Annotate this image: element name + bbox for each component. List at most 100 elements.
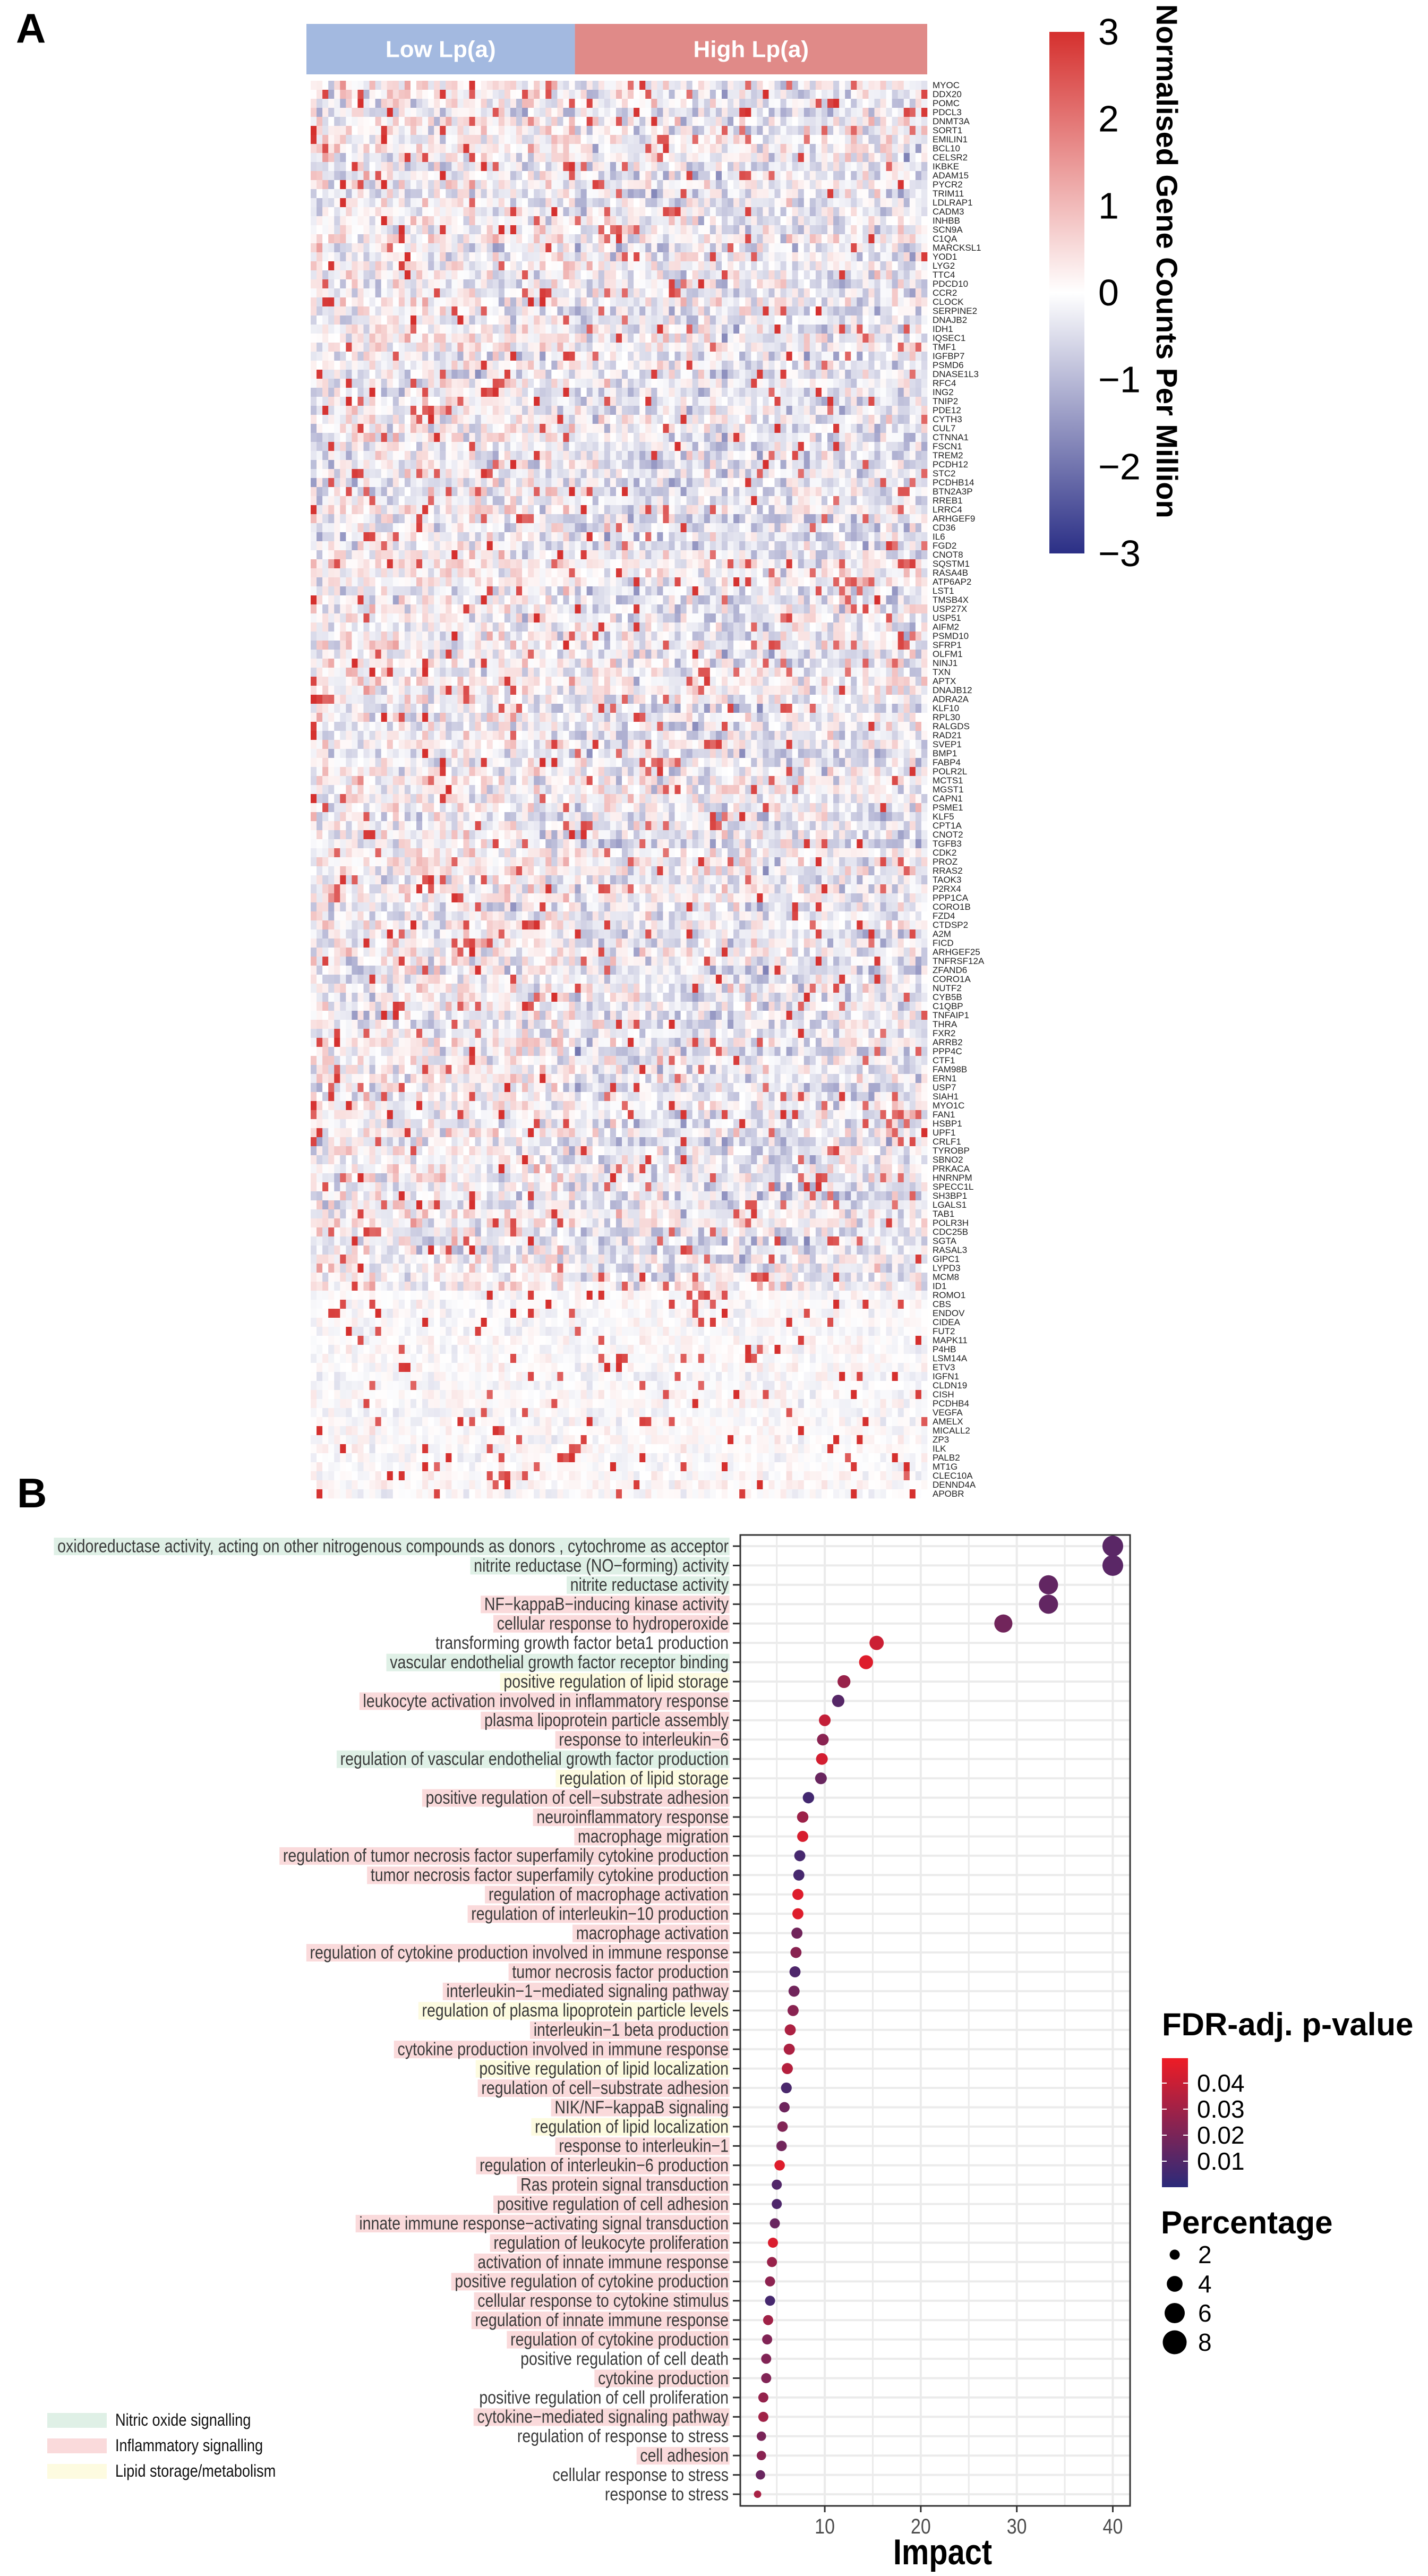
heatmap-cell [498,343,505,352]
heatmap-cell [845,424,851,433]
heatmap-cell [381,334,388,343]
heatmap-cell [534,234,540,244]
heatmap-cell [440,297,446,307]
heatmap-cell [434,297,440,307]
heatmap-cell [651,343,657,352]
heatmap-cell [534,478,540,488]
heatmap-cell [598,153,605,163]
heatmap-cell [839,162,845,172]
heatmap-cell [639,315,646,325]
heatmap-cell [422,99,429,108]
heatmap-cell [851,99,857,108]
heatmap-cell [903,288,910,298]
heatmap-cell [451,343,458,352]
heatmap-cell [833,451,840,460]
heatmap-cell [540,288,546,298]
heatmap-cell [363,315,370,325]
heatmap-cell [446,90,452,99]
heatmap-cell [851,451,857,460]
heatmap-cell [475,198,481,208]
heatmap-cell [915,207,922,217]
heatmap-cell [628,496,634,506]
heatmap-cell [815,81,822,90]
heatmap-cell [768,469,775,479]
heatmap-cell [739,406,746,415]
heatmap-cell [733,180,740,190]
heatmap-cell [446,135,452,144]
heatmap-cell [463,81,469,90]
heatmap-cell [821,216,828,226]
heatmap-cell [851,343,857,352]
heatmap-cell [434,189,440,199]
heatmap-cell [381,406,388,415]
heatmap-cell [434,279,440,289]
heatmap-cell [628,334,634,343]
heatmap-cell [492,243,499,253]
heatmap-cell [598,270,605,280]
heatmap-cell [522,496,528,506]
heatmap-cell [628,451,634,460]
heatmap-cell [751,144,757,153]
heatmap-cell [357,153,364,163]
heatmap-cell [557,424,563,433]
heatmap-cell [833,117,840,126]
heatmap-cell [892,198,899,208]
heatmap-cell [921,126,928,135]
heatmap-cell [704,388,711,397]
heatmap-cell [416,270,423,280]
heatmap-cell [780,424,786,433]
heatmap-cell [545,180,552,190]
heatmap-cell [322,325,329,334]
heatmap-cell [311,279,317,289]
heatmap-cell [440,361,446,370]
heatmap-cell [751,406,757,415]
heatmap-cell [686,361,693,370]
heatmap-cell [674,361,681,370]
heatmap-cell [434,478,440,488]
heatmap-cell [422,315,429,325]
heatmap-cell [375,126,381,135]
heatmap-cell [357,90,364,99]
heatmap-cell [428,81,434,90]
heatmap-cell [522,207,528,217]
heatmap-cell [874,189,880,199]
heatmap-cell [422,252,429,262]
heatmap-cell [651,189,657,199]
heatmap-cell [639,397,646,406]
heatmap-cell [768,352,775,361]
heatmap-cell [322,252,329,262]
heatmap-cell [651,361,657,370]
heatmap-cell [868,108,875,117]
heatmap-cell [722,325,728,334]
heatmap-cell [551,198,558,208]
heatmap-cell [728,370,734,379]
heatmap-cell [363,460,370,470]
heatmap-cell [569,252,575,262]
heatmap-cell [827,352,834,361]
heatmap-cell [803,207,810,217]
heatmap-cell [709,144,716,153]
heatmap-cell [486,180,493,190]
heatmap-cell [903,126,910,135]
heatmap-cell [375,315,381,325]
heatmap-cell [739,108,746,117]
heatmap-cell [392,397,399,406]
heatmap-cell [857,162,863,172]
heatmap-cell [897,397,904,406]
heatmap-cell [709,270,716,280]
heatmap-cell [909,189,916,199]
heatmap-cell [575,126,581,135]
heatmap-cell [903,496,910,506]
heatmap-cell [586,505,593,515]
heatmap-cell [774,442,781,451]
heatmap-cell [839,180,845,190]
heatmap-cell [763,243,769,253]
heatmap-cell [317,415,323,424]
heatmap-cell [733,162,740,172]
heatmap-cell [809,478,816,488]
heatmap-cell [921,180,928,190]
heatmap-cell [346,252,352,262]
heatmap-cell [557,415,563,424]
heatmap-cell [475,252,481,262]
heatmap-cell [492,270,499,280]
